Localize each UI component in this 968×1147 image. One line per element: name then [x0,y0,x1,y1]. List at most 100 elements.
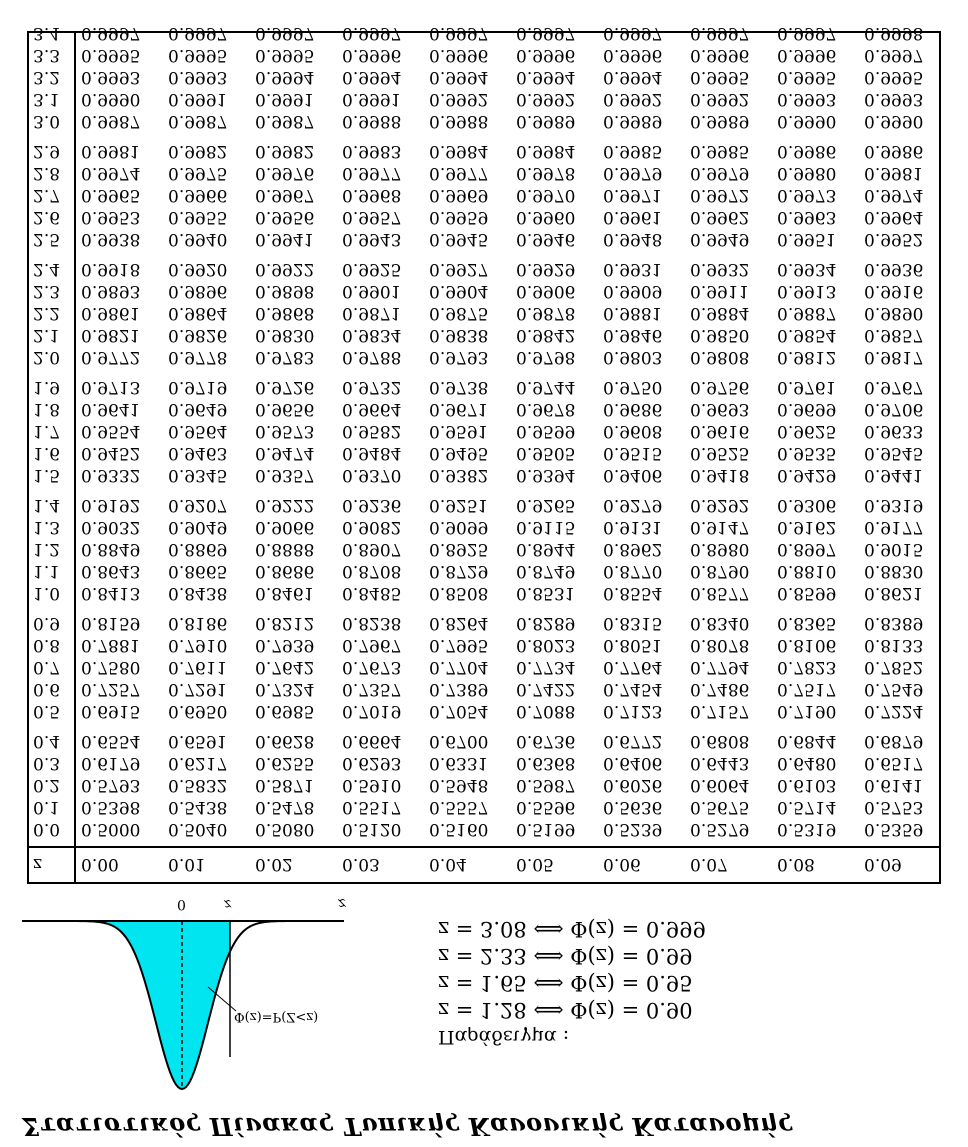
table-cell: 0.7324 [255,678,315,699]
table-cell: 0.9969 [429,184,489,205]
table-cell: 0.9032 [81,516,141,537]
table-cell: 0.9901 [342,280,402,301]
table-cell: 0.9830 [255,324,315,345]
table-cell: 0.9982 [255,140,315,161]
table-cell: 0.7642 [255,656,315,677]
table-cell: 0.9656 [255,398,315,419]
table-row: 3.3 0.9995 0.9995 0.9995 0.9996 0.9996 0.9996 0… [29,44,939,66]
table-cell: 0.9995 [255,44,315,65]
table-cell: 0.9996 [342,44,402,65]
table-cell: 0.9971 [603,184,663,205]
example-line: z = 2.33 ⟺ Φ(z) = 0.99 [438,944,693,968]
table-cell: 0.9987 [81,111,141,131]
table-cell: 0.9515 [603,442,663,463]
table-cell: 0.5000 [81,819,141,839]
table-cell: 0.9997 [255,22,315,43]
table-cell: 0.7357 [342,678,402,699]
table-cell: 0.8133 [864,634,924,655]
table-cell: 0.9990 [81,88,141,109]
row-z-label: 2.9 [33,140,61,161]
example-line: z = 1.28 ⟺ Φ(z) = 0.90 [438,998,693,1022]
table-cell: 0.9978 [516,162,576,183]
table-cell: 0.9798 [516,347,576,367]
table-cell: 0.8289 [516,612,576,633]
table-cell: 0.9821 [81,324,141,345]
examples-title: Παράδειγμα : [438,1026,570,1048]
table-cell: 0.9854 [777,324,837,345]
table-cell: 0.9966 [168,184,228,205]
examples-block: Παράδειγμα : z = 1.28 ⟺ Φ(z) = 0.90 z = … [438,915,706,1050]
table-cell: 0.9861 [81,302,141,323]
table-cell: 0.5359 [864,819,924,839]
table-cell: 0.9951 [777,229,837,249]
table-cell: 0.8438 [168,583,228,603]
table-cell: 0.8212 [255,612,315,633]
column-header: 0.00 [81,854,119,874]
table-cell: 0.9964 [864,206,924,227]
table-cell: 0.9997 [81,22,141,43]
table-cell: 0.9992 [516,88,576,109]
table-row: 1.3 0.9032 0.9049 0.9066 0.9082 0.9099 0.9115 0… [29,516,939,538]
table-cell: 0.9970 [516,184,576,205]
table-cell: 0.7019 [342,701,402,721]
table-cell: 0.9875 [429,302,489,323]
table-cell: 0.8749 [516,560,576,581]
table-cell: 0.9998 [864,22,924,43]
table-cell: 0.9857 [864,324,924,345]
table-cell: 0.7673 [342,656,402,677]
table-cell: 0.9429 [777,465,837,485]
table-cell: 0.9591 [429,420,489,441]
table-cell: 0.7704 [429,656,489,677]
table-cell: 0.9463 [168,442,228,463]
table-cell: 0.9664 [342,398,402,419]
normal-curve-figure: z 0 z Φ(z)=P(Z<z) Παράδειγμα : z = 1.28 … [0,885,968,1147]
table-row: 0.0 0.5000 0.5040 0.5080 0.5120 0.5160 0.5199 0… [29,818,939,840]
table-cell: 0.7995 [429,634,489,655]
table-row: 2.6 0.9953 0.9955 0.9956 0.9957 0.9959 0.9960 0… [29,206,939,228]
axis-label-z: z [337,895,346,913]
table-cell: 0.9980 [777,162,837,183]
row-z-label: 0.4 [33,730,61,751]
table-cell: 0.9115 [516,516,576,537]
table-cell: 0.9988 [342,111,402,131]
table-cell: 0.9965 [81,184,141,205]
table-cell: 0.9961 [603,206,663,227]
row-z-label: 2.6 [33,206,61,227]
table-cell: 0.9997 [516,22,576,43]
table-cell: 0.9991 [255,88,315,109]
table-cell: 0.7967 [342,634,402,655]
table-cell: 0.9938 [81,229,141,249]
table-cell: 0.9878 [516,302,576,323]
table-cell: 0.9887 [777,302,837,323]
table-cell: 0.7939 [255,634,315,655]
row-z-label: 1.3 [33,516,61,537]
row-z-label: 0.8 [33,634,61,655]
table-header-row: z 0.00 0.01 0.02 0.03 0.04 0.05 0.06 0.07 0.08 0.0… [29,846,939,882]
table-cell: 0.6406 [603,752,663,773]
table-cell: 0.8340 [690,612,750,633]
table-cell: 0.5319 [777,819,837,839]
table-cell: 0.8485 [342,583,402,603]
column-header: 0.01 [168,854,206,874]
table-cell: 0.6026 [603,774,663,795]
table-cell: 0.8686 [255,560,315,581]
table-cell: 0.9911 [690,280,750,301]
table-row: 3.0 0.9987 0.9987 0.9987 0.9988 0.9988 0.9989 0… [29,110,939,132]
table-cell: 0.9981 [81,140,141,161]
table-cell: 0.6480 [777,752,837,773]
row-z-label: 2.3 [33,280,61,301]
table-cell: 0.8264 [429,612,489,633]
area-pointer-line [207,986,237,1012]
table-cell: 0.9778 [168,347,228,367]
z-column-divider [74,33,76,882]
table-cell: 0.9893 [81,280,141,301]
table-row: 1.8 0.9641 0.9649 0.9656 0.9664 0.9671 0.9678 0… [29,398,939,420]
table-cell: 0.9793 [429,347,489,367]
table-cell: 0.9726 [255,376,315,397]
row-z-label: 1.8 [33,398,61,419]
table-cell: 0.6772 [603,730,663,751]
table-cell: 0.9981 [864,162,924,183]
table-cell: 0.9957 [342,206,402,227]
table-row: 2.9 0.9981 0.9982 0.9982 0.9983 0.9984 0.9984 0… [29,140,939,162]
table-cell: 0.8925 [429,538,489,559]
